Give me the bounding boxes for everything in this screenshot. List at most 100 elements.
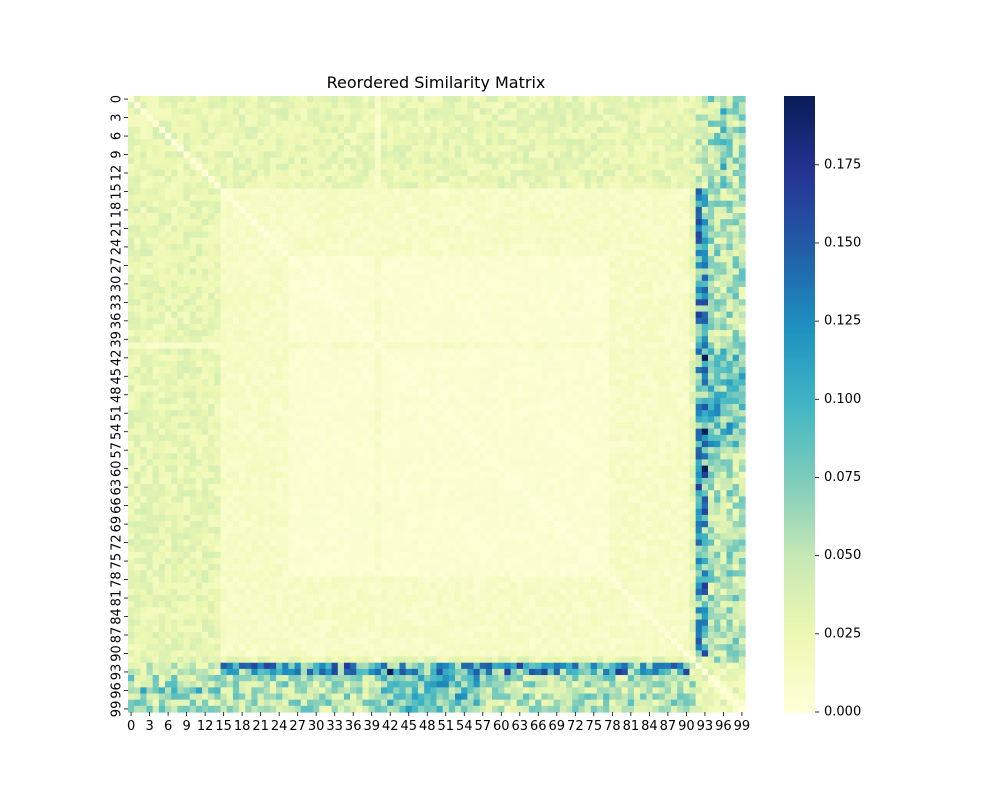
heatmap-cell	[208, 262, 215, 270]
heatmap-cell	[165, 330, 172, 337]
heatmap-cell	[300, 194, 308, 202]
heatmap-cell	[152, 268, 160, 276]
heatmap-cell	[726, 342, 734, 350]
heatmap-cell	[547, 367, 555, 374]
heatmap-cell	[417, 219, 425, 226]
heatmap-cell	[701, 317, 709, 325]
heatmap-cell	[707, 305, 715, 313]
heatmap-cell	[652, 114, 660, 122]
heatmap-cell	[553, 330, 561, 337]
heatmap-cell	[276, 176, 283, 183]
heatmap-cell	[239, 367, 246, 374]
heatmap-cell	[485, 323, 493, 331]
heatmap-cell	[529, 151, 536, 159]
heatmap-cell	[492, 336, 499, 343]
heatmap-cell	[485, 114, 493, 122]
heatmap-cell	[658, 225, 666, 233]
heatmap-cell	[559, 379, 567, 387]
heatmap-cell	[183, 213, 191, 220]
heatmap-cell	[232, 188, 240, 196]
heatmap-cell	[146, 213, 154, 220]
heatmap-cell	[380, 225, 388, 233]
heatmap-cell	[578, 348, 586, 356]
heatmap-cell	[596, 286, 604, 294]
heatmap-cell	[522, 120, 530, 128]
heatmap-cell	[128, 200, 135, 208]
heatmap-cell	[535, 108, 542, 116]
heatmap-cell	[356, 243, 364, 251]
heatmap-cell	[424, 336, 431, 343]
heatmap-cell	[152, 250, 160, 257]
heatmap-cell	[405, 336, 413, 343]
heatmap-cell	[171, 280, 178, 288]
heatmap-cell	[553, 126, 561, 134]
heatmap-cell	[627, 299, 635, 307]
heatmap-cell	[356, 367, 364, 374]
heatmap-cell	[374, 157, 382, 165]
heatmap-cell	[306, 102, 314, 109]
heatmap-cell	[670, 274, 678, 282]
heatmap-cell	[640, 157, 647, 165]
heatmap-cell	[288, 225, 296, 233]
heatmap-cell	[282, 151, 290, 159]
heatmap-cell	[498, 231, 505, 239]
heatmap-cell	[535, 102, 542, 109]
heatmap-cell	[263, 163, 271, 171]
heatmap-cell	[522, 114, 530, 122]
heatmap-cell	[584, 286, 592, 294]
heatmap-cell	[664, 126, 672, 134]
heatmap-cell	[245, 213, 252, 220]
heatmap-cell	[202, 336, 209, 343]
heatmap-cell	[325, 157, 333, 165]
heatmap-cell	[189, 163, 197, 171]
heatmap-cell	[319, 311, 327, 319]
heatmap-cell	[183, 126, 191, 134]
heatmap-cell	[430, 114, 438, 122]
heatmap-cell	[541, 373, 549, 380]
heatmap-cell	[232, 280, 240, 288]
heatmap-cell	[165, 194, 172, 202]
heatmap-cell	[683, 151, 691, 159]
heatmap-cell	[670, 225, 678, 233]
heatmap-cell	[584, 139, 592, 146]
heatmap-cell	[492, 342, 499, 350]
heatmap-cell	[621, 330, 629, 337]
heatmap-cell	[664, 330, 672, 337]
heatmap-cell	[584, 176, 592, 183]
heatmap-cell	[245, 200, 252, 208]
heatmap-cell	[337, 200, 345, 208]
heatmap-cell	[251, 262, 259, 270]
heatmap-cell	[257, 96, 265, 103]
heatmap-cell	[553, 243, 561, 251]
heatmap-cell	[633, 225, 641, 233]
heatmap-cell	[195, 391, 203, 399]
heatmap-cell	[368, 114, 376, 122]
heatmap-cell	[380, 280, 388, 288]
heatmap-cell	[726, 311, 734, 319]
heatmap-cell	[430, 262, 438, 270]
heatmap-cell	[399, 385, 407, 393]
heatmap-cell	[362, 299, 370, 307]
heatmap-cell	[313, 163, 320, 171]
heatmap-cell	[399, 126, 407, 134]
heatmap-cell	[683, 102, 691, 109]
heatmap-cell	[707, 268, 715, 276]
heatmap-cell	[331, 132, 339, 140]
heatmap-cell	[276, 379, 283, 387]
heatmap-cell	[319, 200, 327, 208]
heatmap-cell	[405, 114, 413, 122]
heatmap-cell	[189, 188, 197, 196]
heatmap-cell	[313, 299, 320, 307]
heatmap-cell	[202, 397, 209, 405]
heatmap-cell	[195, 139, 203, 146]
heatmap-cell	[485, 299, 493, 307]
heatmap-cell	[374, 360, 382, 368]
heatmap-cell	[263, 139, 271, 146]
heatmap-cell	[380, 262, 388, 270]
heatmap-cell	[609, 305, 617, 313]
heatmap-cell	[455, 194, 462, 202]
heatmap-cell	[504, 102, 512, 109]
heatmap-cell	[399, 274, 407, 282]
heatmap-cell	[424, 274, 431, 282]
heatmap-cell	[195, 373, 203, 380]
